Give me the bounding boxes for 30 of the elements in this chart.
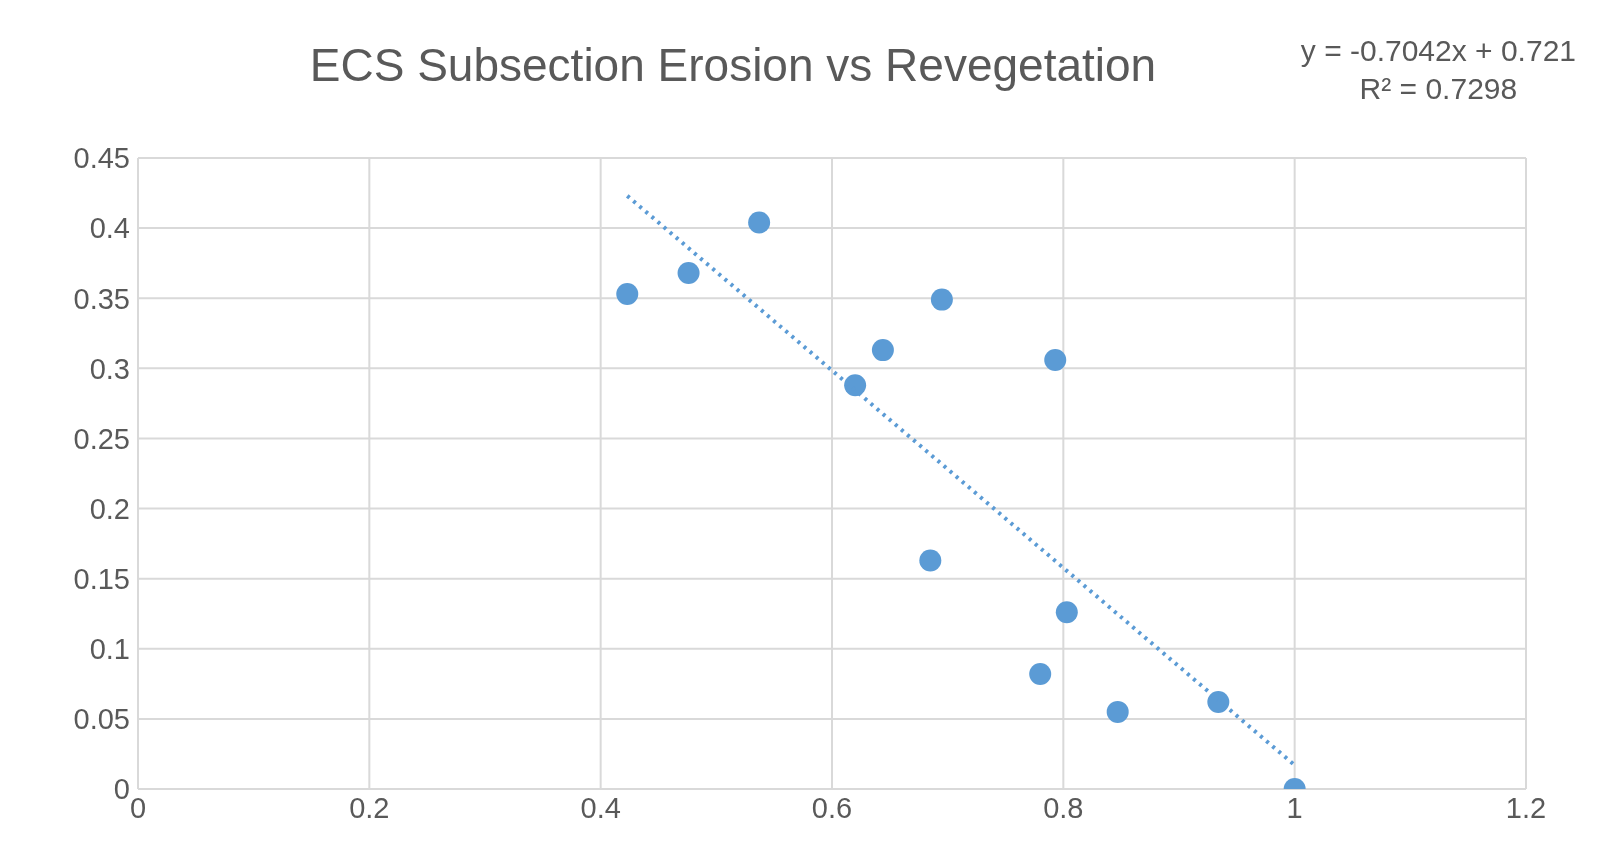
point — [1207, 691, 1230, 714]
x-tick-label: 1 — [1286, 791, 1303, 824]
x-tick-label: 0.4 — [580, 791, 621, 824]
point — [1029, 663, 1052, 686]
point — [1106, 700, 1129, 723]
point — [748, 211, 771, 234]
y-tick-label: 0.3 — [89, 352, 130, 385]
point — [844, 374, 867, 397]
y-tick-label: 0.45 — [73, 142, 130, 175]
y-tick-label: 0.35 — [73, 282, 130, 315]
point — [677, 261, 700, 284]
point — [930, 288, 953, 311]
point — [1044, 348, 1067, 371]
y-tick-label: 0.1 — [89, 633, 130, 666]
text: R² = 0.7298 — [1358, 71, 1519, 107]
point — [616, 283, 639, 306]
point — [1055, 601, 1078, 624]
text: y = -0.7042x + 0.721 — [1300, 33, 1576, 69]
point — [919, 549, 942, 572]
x-tick-label: 0.6 — [811, 791, 853, 824]
y-tick-label: 0.25 — [73, 422, 130, 455]
x-tick-label: 0.2 — [349, 791, 390, 824]
y-tick-label: 0.2 — [89, 492, 130, 525]
x-tick-label: 0.8 — [1043, 791, 1084, 824]
y-tick-label: 0.4 — [89, 212, 130, 245]
y-tick-label: 0.15 — [73, 562, 130, 595]
point — [871, 339, 894, 362]
chart-title: ECS Subsection Erosion vs Revegetation — [309, 39, 1157, 91]
x-tick-label: 1.2 — [1505, 791, 1547, 824]
y-tick-label: 0.05 — [73, 703, 130, 736]
